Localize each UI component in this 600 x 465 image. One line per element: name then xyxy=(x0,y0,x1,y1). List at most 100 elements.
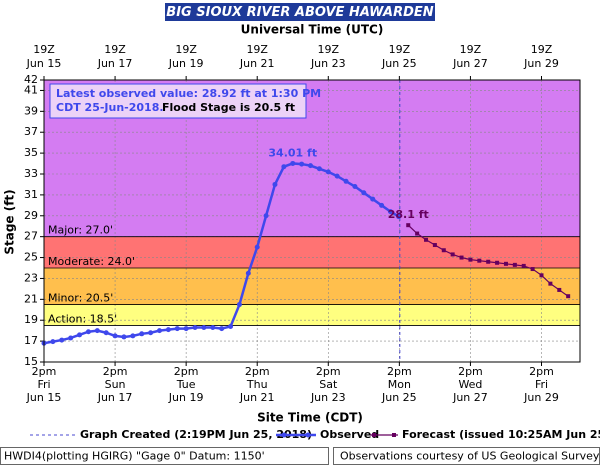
data-point xyxy=(192,325,198,331)
data-point xyxy=(415,231,420,236)
stage-band xyxy=(44,236,580,268)
top-x-tick-label: 19Z Jun 27 xyxy=(452,43,488,70)
legend-swatch xyxy=(281,432,287,438)
data-point xyxy=(59,337,65,343)
data-point xyxy=(486,259,491,264)
data-point xyxy=(219,326,225,332)
data-point xyxy=(424,237,429,242)
data-point xyxy=(201,325,207,331)
latest-box xyxy=(49,83,307,119)
data-point xyxy=(325,169,331,175)
legend-swatch xyxy=(305,432,311,438)
data-point xyxy=(379,202,385,208)
legend-label: Forecast (issued 10:25AM Jun 25) xyxy=(402,428,600,441)
chart-title: BIG SIOUX RIVER ABOVE HAWARDEN xyxy=(166,5,433,20)
y-tick-label: 27 xyxy=(24,230,38,243)
data-point xyxy=(245,270,251,276)
data-point xyxy=(130,333,136,339)
data-point xyxy=(299,161,305,167)
data-point xyxy=(370,196,376,202)
y-tick-label: 37 xyxy=(24,125,38,138)
x-tick-label: 2pm Mon Jun 25 xyxy=(381,365,417,404)
data-point xyxy=(148,330,154,336)
title-bar xyxy=(165,3,435,21)
data-point xyxy=(272,181,278,187)
top-x-tick-label: 19Z Jun 15 xyxy=(26,43,62,70)
data-point xyxy=(85,329,91,335)
legend-label: Graph Created (2:19PM Jun 25, 2018) xyxy=(80,428,312,441)
data-point xyxy=(94,328,100,334)
y-tick-label: 42 xyxy=(24,73,38,86)
x-axis-title: Site Time (CDT) xyxy=(257,411,363,425)
data-point xyxy=(183,326,189,332)
data-point xyxy=(495,260,500,265)
top-axis-title: Universal Time (UTC) xyxy=(241,23,384,37)
footer-left: HWDI4(plotting HGIRG) "Gage 0" Datum: 11… xyxy=(4,450,265,463)
data-point xyxy=(441,248,446,253)
data-point xyxy=(254,244,260,250)
y-tick-label: 33 xyxy=(24,167,38,180)
data-label: 34.01 ft xyxy=(268,146,317,159)
data-point xyxy=(396,214,402,220)
data-point xyxy=(334,173,340,179)
x-tick-label: 2pm Tue Jun 19 xyxy=(168,365,204,404)
latest-text: CDT 25-Jun-2018. xyxy=(56,101,164,114)
data-point xyxy=(512,262,517,267)
stage-label: Moderate: 24.0' xyxy=(48,255,135,268)
data-point xyxy=(530,267,535,272)
y-tick-label: 35 xyxy=(24,146,38,159)
data-point xyxy=(343,178,349,184)
y-tick-label: 41 xyxy=(24,83,38,96)
top-x-tick-label: 19Z Jun 17 xyxy=(97,43,133,70)
data-point xyxy=(165,327,171,333)
data-point xyxy=(290,160,296,166)
plot-frame xyxy=(43,79,581,363)
data-point xyxy=(361,190,367,196)
data-point xyxy=(228,323,234,329)
stage-band xyxy=(44,268,580,305)
data-point xyxy=(387,209,393,215)
y-tick-label: 31 xyxy=(24,188,38,201)
data-point xyxy=(112,333,118,339)
top-x-tick-label: 19Z Jun 25 xyxy=(381,43,417,70)
data-point xyxy=(450,252,455,257)
data-point xyxy=(503,261,508,266)
data-point xyxy=(566,294,571,299)
data-point xyxy=(236,302,242,308)
data-point xyxy=(68,335,74,341)
data-point xyxy=(121,334,127,340)
data-point xyxy=(156,328,162,334)
data-point xyxy=(352,184,358,190)
data-point xyxy=(557,287,562,292)
x-tick-label: 2pm Wed Jun 27 xyxy=(452,365,488,404)
data-label: 28.1 ft xyxy=(388,208,429,221)
y-tick-label: 39 xyxy=(24,104,38,117)
y-tick-label: 25 xyxy=(24,251,38,264)
stage-band xyxy=(44,304,580,326)
data-point xyxy=(281,164,287,170)
top-x-tick-label: 19Z Jun 23 xyxy=(310,43,346,70)
y-tick-label: 23 xyxy=(24,271,38,284)
latest-text: Latest observed value: 28.92 ft at 1:30 … xyxy=(56,87,321,100)
stage-label: Major: 27.0' xyxy=(48,224,113,237)
y-tick-label: 19 xyxy=(24,313,38,326)
top-x-tick-label: 19Z Jun 29 xyxy=(523,43,559,70)
y-tick-label: 21 xyxy=(24,292,38,305)
data-point xyxy=(539,273,544,278)
legend-label: Observed xyxy=(320,428,379,441)
data-point xyxy=(406,223,411,228)
data-point xyxy=(477,258,482,263)
data-point xyxy=(548,281,553,286)
top-x-tick-label: 19Z Jun 19 xyxy=(168,43,204,70)
stage-label: Action: 18.5' xyxy=(48,312,117,325)
x-tick-label: 2pm Fri Jun 15 xyxy=(26,365,62,404)
data-point xyxy=(103,330,109,336)
data-point xyxy=(459,255,464,260)
y-tick-label: 17 xyxy=(24,334,38,347)
legend-swatch xyxy=(392,433,396,437)
footer-right: Observations courtesy of US Geological S… xyxy=(340,450,600,463)
data-point xyxy=(432,243,437,248)
data-point xyxy=(210,325,216,331)
x-tick-label: 2pm Thu Jun 21 xyxy=(239,365,275,404)
